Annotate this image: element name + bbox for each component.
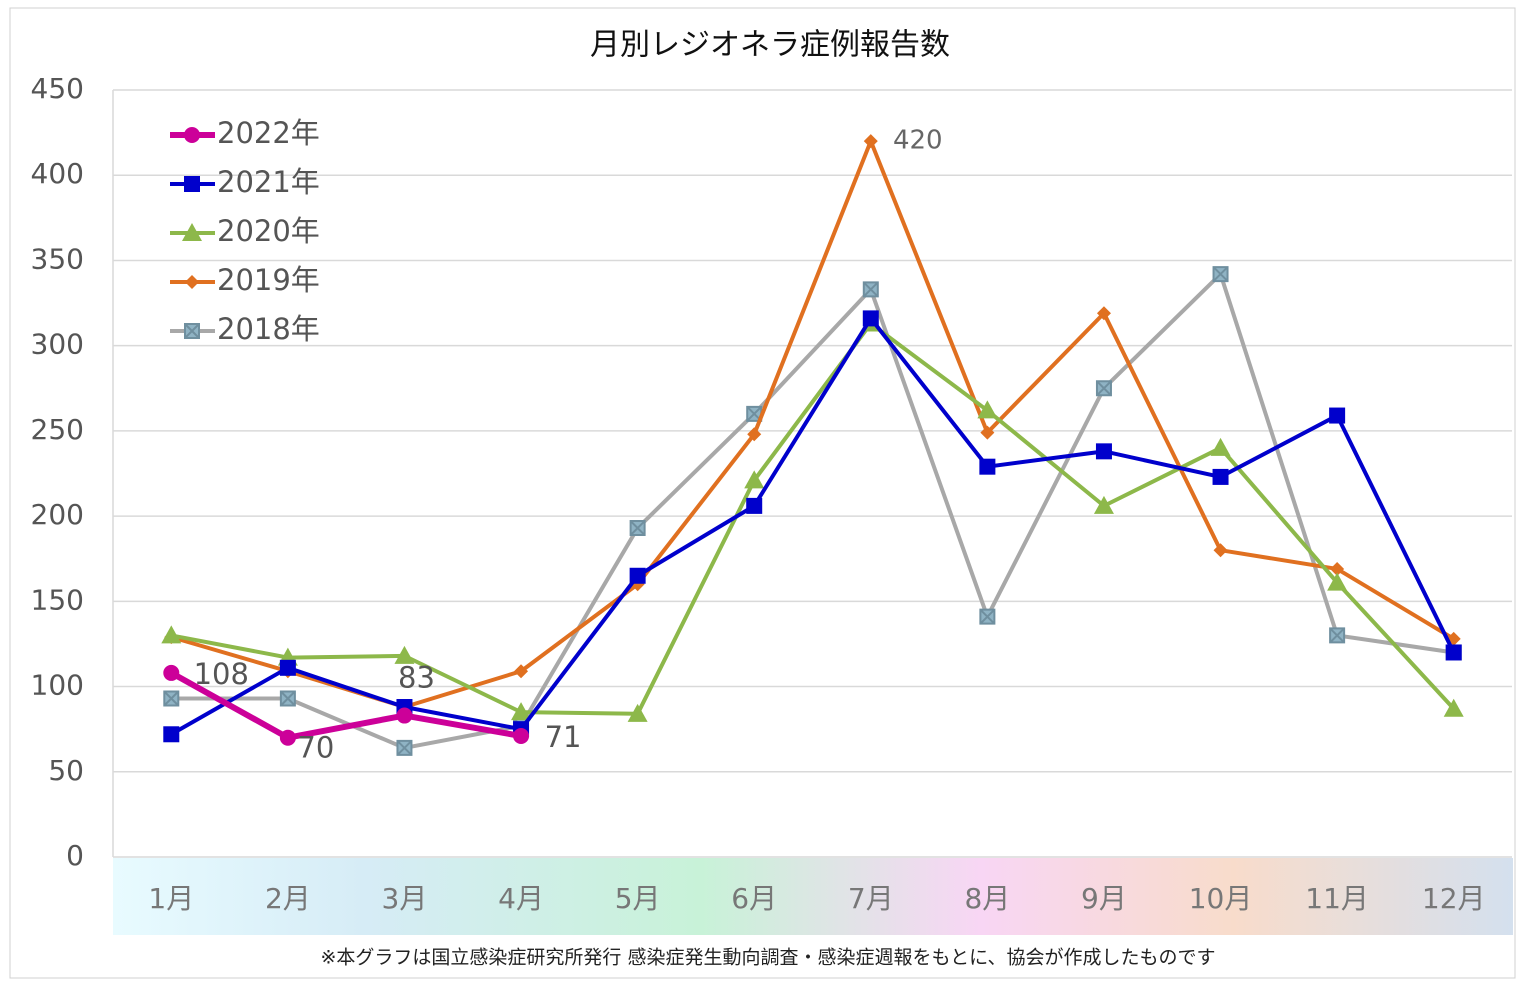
- x-tick-label: 8月: [964, 882, 1010, 915]
- data-point: [279, 690, 296, 707]
- data-label: 70: [297, 731, 334, 765]
- x-tick-label: 2月: [265, 882, 311, 915]
- data-point: [163, 690, 180, 707]
- y-tick-label: 150: [31, 583, 84, 616]
- chart-title: 月別レジオネラ症例報告数: [590, 28, 950, 63]
- legend-marker: [182, 223, 202, 241]
- data-point: [163, 664, 180, 681]
- data-label: 83: [398, 661, 435, 695]
- data-point: [1213, 543, 1228, 558]
- data-point: [1212, 266, 1229, 283]
- data-label: 71: [545, 720, 582, 754]
- x-tick-label: 9月: [1081, 882, 1127, 915]
- data-point: [396, 739, 413, 756]
- data-point: [862, 310, 879, 327]
- x-tick-label: 4月: [498, 882, 544, 915]
- data-point: [629, 520, 646, 537]
- data-point: [1445, 644, 1462, 661]
- series-line: [170, 321, 1456, 716]
- data-point: [1210, 437, 1231, 456]
- legend-label: 2019年: [217, 263, 320, 297]
- legend-marker: [184, 323, 200, 339]
- data-point: [396, 707, 413, 724]
- data-point: [511, 702, 532, 721]
- legend-marker: [185, 275, 199, 289]
- series-line: [171, 272, 1454, 750]
- data-point: [744, 470, 765, 489]
- data-point: [161, 625, 182, 644]
- y-tick-label: 200: [31, 498, 84, 531]
- data-point: [1095, 380, 1112, 397]
- y-tick-label: 250: [31, 413, 84, 446]
- y-tick-label: 0: [66, 839, 84, 872]
- y-tick-label: 350: [31, 242, 84, 275]
- series-line: [170, 316, 1456, 737]
- data-point: [862, 281, 879, 298]
- data-point: [1329, 627, 1346, 644]
- y-tick-label: 100: [31, 669, 84, 702]
- x-tick-label: 7月: [848, 882, 894, 915]
- category-band: [113, 858, 1513, 935]
- x-tick-label: 3月: [382, 882, 428, 915]
- x-tick-label: 10月: [1189, 882, 1253, 915]
- x-tick-label: 6月: [731, 882, 777, 915]
- data-point: [1327, 572, 1348, 591]
- data-point: [979, 608, 996, 625]
- data-label: 108: [194, 657, 249, 691]
- x-tick-label: 11月: [1305, 882, 1369, 915]
- data-point: [747, 427, 762, 442]
- y-tick-label: 400: [31, 157, 84, 190]
- legend-label: 2018年: [217, 312, 320, 346]
- legend-marker: [184, 176, 200, 192]
- data-point: [1329, 407, 1346, 424]
- data-point: [279, 659, 296, 676]
- data-point: [514, 664, 529, 679]
- data-point: [513, 727, 530, 744]
- data-point: [1212, 468, 1229, 485]
- x-tick-label: 5月: [615, 882, 661, 915]
- x-tick-label: 1月: [148, 882, 194, 915]
- data-point: [863, 134, 878, 149]
- data-label: 420: [893, 126, 943, 156]
- data-point: [394, 645, 415, 664]
- data-point: [627, 703, 648, 722]
- data-point: [1096, 306, 1111, 321]
- y-tick-label: 450: [31, 72, 84, 105]
- data-point: [1093, 495, 1114, 514]
- data-point: [629, 567, 646, 584]
- legend-marker: [184, 127, 200, 143]
- data-point: [163, 726, 180, 743]
- y-tick-label: 50: [48, 754, 84, 787]
- y-tick-label: 300: [31, 328, 84, 361]
- legend-label: 2020年: [217, 214, 320, 248]
- data-point: [980, 425, 995, 440]
- data-point: [1330, 561, 1345, 576]
- series-line: [169, 670, 522, 741]
- x-tick-label: 12月: [1422, 882, 1486, 915]
- footnote: ※本グラフは国立感染症研究所発行 感染症発生動向調査・感染症週報をもとに、協会が…: [320, 947, 1215, 969]
- legend-label: 2022年: [217, 116, 320, 150]
- data-point: [746, 497, 763, 514]
- data-point: [1095, 443, 1112, 460]
- data-point: [1443, 698, 1464, 717]
- data-point: [977, 400, 998, 419]
- data-point: [279, 729, 296, 746]
- legend-label: 2021年: [217, 165, 320, 199]
- data-point: [979, 458, 996, 475]
